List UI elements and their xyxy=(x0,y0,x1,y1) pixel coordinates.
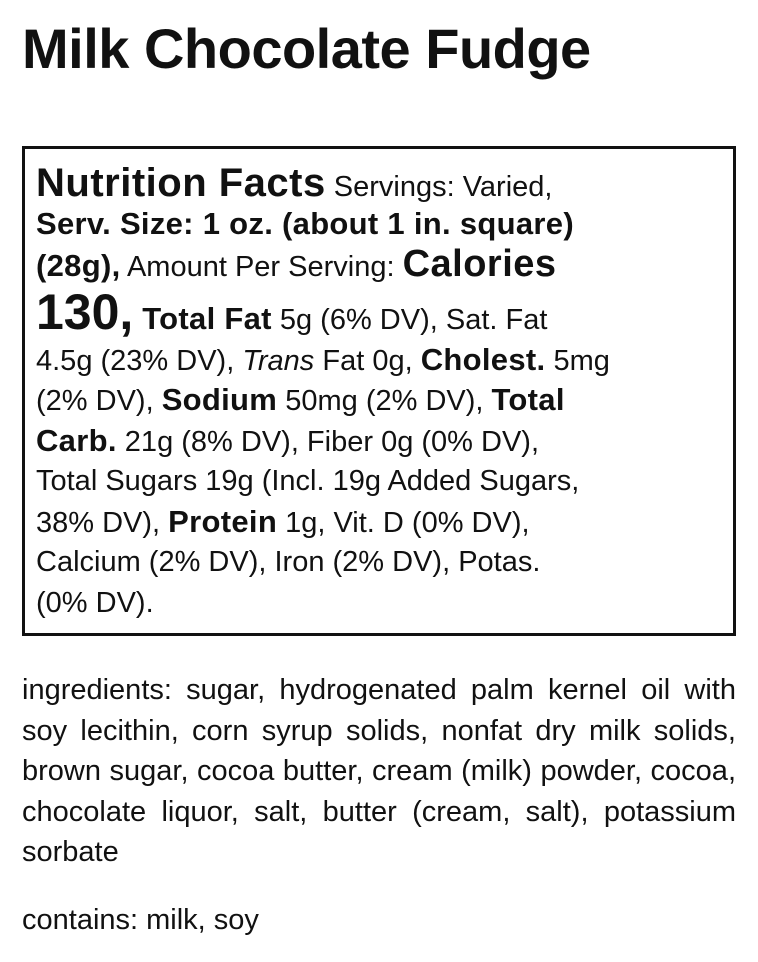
sodium-value: 50mg (2% DV), xyxy=(277,385,492,417)
nf-line: 38% DV), Protein 1g, Vit. D (0% DV), xyxy=(36,502,610,543)
added-sugars-dv: 38% DV), xyxy=(36,506,169,539)
protein-value: 1g, Vit. D (0% DV), xyxy=(277,506,530,539)
sodium-label: Sodium xyxy=(161,382,278,417)
cholesterol-label: Cholest. xyxy=(420,341,546,377)
allergens: contains: milk, soy xyxy=(22,904,259,936)
carb-label: Carb. xyxy=(36,422,117,458)
calories-label: Calories xyxy=(402,243,557,285)
serving-grams: (28g), xyxy=(36,248,121,283)
nutrition-facts-box: Nutrition Facts Servings: Varied, Serv. … xyxy=(22,146,736,636)
total-fat-label: Total Fat xyxy=(133,300,272,336)
sugars: Total Sugars 19g (Incl. 19g Added Sugars… xyxy=(36,465,580,497)
nf-line: Nutrition Facts Servings: Varied, xyxy=(36,163,610,204)
nf-line: Total Sugars 19g (Incl. 19g Added Sugars… xyxy=(36,461,610,502)
nf-line: (28g), Amount Per Serving: Calories xyxy=(36,244,610,285)
protein-label: Protein xyxy=(168,503,278,539)
servings: Servings: Varied, xyxy=(325,171,553,203)
nutrition-facts-heading: Nutrition Facts xyxy=(36,161,326,205)
amount-per-serving: Amount Per Serving: xyxy=(120,251,403,283)
ingredients: ingredients: sugar, hydrogenated palm ke… xyxy=(22,674,736,868)
calories-value: 130, xyxy=(36,283,134,340)
sat-fat-value: 4.5g (23% DV), xyxy=(36,344,243,377)
total-carb-label: Total xyxy=(491,382,565,417)
nf-line: (2% DV), Sodium 50mg (2% DV), Total xyxy=(36,380,610,421)
nf-line: Carb. 21g (8% DV), Fiber 0g (0% DV), xyxy=(36,421,610,462)
nf-line: 130, Total Fat 5g (6% DV), Sat. Fat xyxy=(36,283,610,340)
nutrition-facts-text: Nutrition Facts Servings: Varied, Serv. … xyxy=(36,163,610,623)
cholesterol-dv: (2% DV), xyxy=(36,385,162,417)
nf-line: 4.5g (23% DV), Trans Fat 0g, Cholest. 5m… xyxy=(36,340,610,381)
serving-size: Serv. Size: 1 oz. (about 1 in. square) xyxy=(36,205,574,241)
minerals: Calcium (2% DV), Iron (2% DV), Potas. xyxy=(36,546,541,578)
nf-line: Serv. Size: 1 oz. (about 1 in. square) xyxy=(36,204,610,245)
nf-line: Calcium (2% DV), Iron (2% DV), Potas. xyxy=(36,542,610,583)
carb-values: 21g (8% DV), Fiber 0g (0% DV), xyxy=(116,425,540,458)
cholesterol-value: 5mg xyxy=(545,344,610,377)
potassium-dv: (0% DV). xyxy=(36,586,154,619)
fat-values: 5g (6% DV), Sat. Fat xyxy=(271,303,548,336)
nf-line: (0% DV). xyxy=(36,583,610,624)
trans-label: Trans xyxy=(242,344,315,377)
trans-fat-value: Fat 0g, xyxy=(314,344,421,377)
product-title: Milk Chocolate Fudge xyxy=(22,17,591,80)
